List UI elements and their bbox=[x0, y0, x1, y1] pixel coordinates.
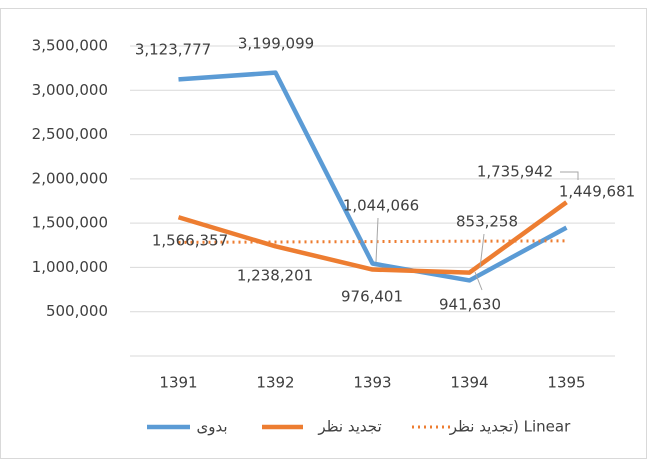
legend-label: تجدید نظر bbox=[317, 418, 381, 436]
data-label: 941,630 bbox=[439, 296, 501, 314]
leader-line bbox=[375, 217, 379, 263]
x-tick-label: 1394 bbox=[450, 374, 488, 392]
leader-line bbox=[560, 171, 579, 180]
data-label: 1,044,066 bbox=[343, 197, 419, 215]
data-label: 3,123,777 bbox=[135, 41, 211, 59]
leader-line bbox=[474, 271, 483, 291]
data-label: 1,449,681 bbox=[559, 183, 635, 201]
y-tick-label: 2,000,000 bbox=[32, 169, 108, 187]
x-tick-label: 1392 bbox=[256, 374, 294, 392]
chart-border bbox=[0, 8, 647, 459]
x-tick-label: 1393 bbox=[353, 374, 391, 392]
legend-label: تجدید نظر) Linear bbox=[449, 418, 571, 436]
y-tick-label: 3,500,000 bbox=[32, 37, 108, 55]
data-label: 976,401 bbox=[341, 288, 403, 306]
data-label: 3,199,099 bbox=[238, 35, 314, 53]
series-line bbox=[177, 200, 568, 275]
data-label: 853,258 bbox=[456, 213, 518, 231]
x-tick-label: 1391 bbox=[159, 374, 197, 392]
y-tick-label: 1,500,000 bbox=[32, 214, 108, 232]
leader-line bbox=[479, 233, 485, 269]
y-tick-label: 3,000,000 bbox=[32, 81, 108, 99]
legend-label: بدوی bbox=[196, 418, 227, 436]
y-tick-label: 2,500,000 bbox=[32, 125, 108, 143]
series-line bbox=[178, 70, 568, 283]
data-label: 1,735,942 bbox=[477, 163, 553, 181]
y-tick-label: 1,000,000 bbox=[32, 258, 108, 276]
x-tick-label: 1395 bbox=[547, 374, 585, 392]
data-label: 1,238,201 bbox=[237, 267, 313, 285]
data-label: 1,566,357 bbox=[152, 232, 228, 250]
y-tick-label: 500,000 bbox=[46, 302, 108, 320]
